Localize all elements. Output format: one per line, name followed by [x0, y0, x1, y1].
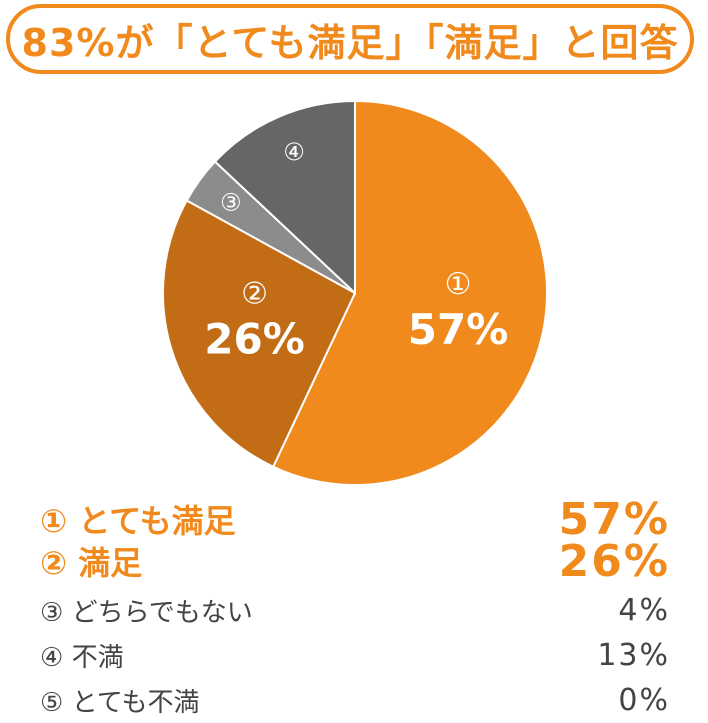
legend-label: ④ 不満 — [40, 643, 124, 673]
legend-label: ③ どちらでもない — [40, 598, 253, 628]
legend-value: 0% — [618, 683, 670, 718]
slice-marker: ③ — [220, 189, 242, 217]
legend-row-very-dissatisfied: ⑤ とても不満 0% — [40, 678, 670, 723]
chart-title: 83%が「とても満足」「満足」と回答 — [21, 20, 679, 65]
legend-value: 57% — [558, 493, 670, 545]
legend-value: 13% — [597, 638, 670, 673]
pie-slice-dissatisfied — [213, 99, 356, 296]
slice-value-label: 26% — [204, 315, 305, 364]
legend: ① とても満足 57% ② 満足 26% ③ どちらでもない 4% ④ 不満 1… — [40, 494, 670, 723]
legend-row-very-satisfied: ① とても満足 57% — [40, 494, 670, 545]
pie-slice-very-satisfied — [271, 99, 548, 486]
legend-row-satisfied: ② 満足 26% — [40, 536, 670, 587]
legend-label: ② 満足 — [40, 544, 143, 582]
legend-label: ⑤ とても不満 — [40, 688, 200, 718]
title-banner: 83%が「とても満足」「満足」と回答 — [6, 4, 694, 74]
legend-row-dissatisfied: ④ 不満 13% — [40, 633, 670, 678]
legend-row-neutral: ③ どちらでもない 4% — [40, 588, 670, 633]
slice-value-label: 57% — [408, 305, 509, 354]
legend-value: 26% — [558, 535, 670, 587]
slice-marker: ④ — [283, 138, 305, 166]
legend-label: ① とても満足 — [40, 502, 236, 540]
pie-chart: ①57% ②26% ③ ④ — [162, 99, 548, 486]
legend-value: 4% — [618, 593, 670, 628]
slice-marker: ① — [445, 267, 472, 302]
slice-marker: ② — [241, 277, 268, 312]
